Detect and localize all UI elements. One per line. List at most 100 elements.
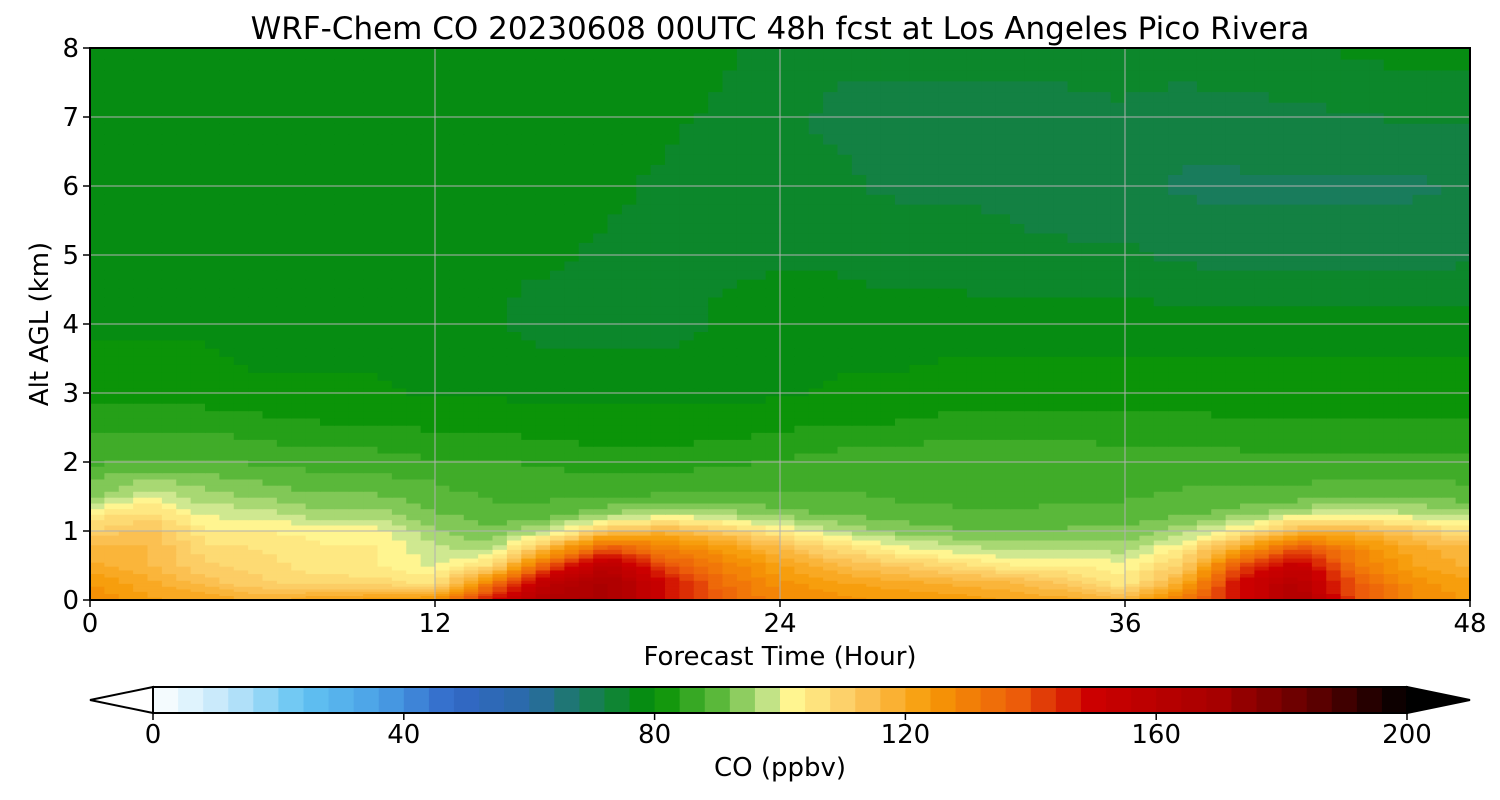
field-cell [478,576,494,581]
field-cell [420,446,436,454]
field-cell [909,569,925,575]
field-cell [521,491,537,498]
field-cell [1412,322,1428,332]
field-cell [923,597,939,600]
field-cell [981,593,997,597]
field-cell [636,459,652,467]
field-cell [765,432,781,440]
field-cell [780,583,795,587]
field-cell [693,595,709,598]
field-cell [1283,530,1299,536]
field-cell [1010,403,1025,412]
field-cell [665,459,680,467]
field-cell [1311,356,1327,365]
field-cell [1211,576,1227,581]
field-cell [348,549,364,555]
field-cell [1369,322,1385,332]
field-cell [233,549,249,555]
field-cell [377,331,393,341]
field-cell [1369,595,1385,598]
field-cell [765,372,781,381]
field-cell [1340,508,1356,515]
field-cell [420,452,436,461]
field-cell [104,586,120,590]
field-cell [981,586,997,590]
field-cell [1383,478,1399,486]
field-cell [233,387,249,397]
field-cell [966,395,982,404]
field-cell [1053,331,1069,341]
field-cell [161,452,177,461]
field-cell [895,530,910,536]
field-cell [1412,576,1428,581]
field-cell [765,535,781,541]
field-cell [593,425,609,433]
field-cell [1038,452,1054,461]
field-cell [909,573,925,578]
field-cell [808,569,824,575]
field-cell [823,364,839,373]
field-cell [593,588,609,592]
field-cell [693,395,709,404]
field-cell [722,566,738,571]
field-cell [449,502,465,510]
field-cell [1240,566,1255,571]
field-cell [506,491,522,498]
field-cell [1254,432,1270,440]
field-cell [1240,459,1255,467]
field-cell [1455,425,1471,433]
field-cell [1311,597,1327,600]
field-cell [665,491,680,498]
field-cell [1355,459,1370,467]
field-cell [1024,417,1040,426]
field-cell [621,530,637,536]
field-cell [1139,410,1155,419]
field-cell [104,466,120,474]
field-cell [1225,580,1241,584]
field-cell [636,446,652,454]
field-cell [478,466,494,474]
field-cell [348,524,364,531]
field-cell [693,339,709,349]
field-cell [607,478,623,486]
field-cell [133,583,149,587]
field-cell [1225,586,1241,590]
field-cell [535,549,551,555]
field-cell [205,459,220,467]
field-cell [895,432,910,440]
field-cell [1038,502,1054,510]
field-cell [1311,432,1327,440]
field-cell [305,583,321,587]
field-cell [621,331,637,341]
field-cell [1067,549,1083,555]
field-cell [1125,591,1140,595]
field-cell [190,544,206,550]
field-cell [550,395,565,404]
field-cell [478,322,494,332]
field-cell [147,425,163,433]
field-cell [1412,553,1428,559]
field-cell [1010,508,1025,515]
field-cell [1412,432,1428,440]
field-cell [593,576,609,581]
field-cell [938,508,954,515]
field-cell [1398,524,1414,531]
field-cell [621,593,637,597]
field-cell [1455,595,1471,598]
field-cell [593,395,609,404]
field-cell [276,356,292,365]
field-cell [1096,549,1112,555]
field-cell [1225,566,1241,571]
field-cell [823,553,839,559]
field-cell [320,524,335,531]
field-cell [765,502,781,510]
field-cell [118,566,134,571]
field-cell [363,588,379,592]
field-cell [880,356,896,365]
field-cell [1412,593,1428,597]
field-cell [248,519,264,526]
field-cell [420,472,436,480]
field-cell [981,569,997,575]
field-cell [334,514,350,521]
field-cell [564,586,580,590]
